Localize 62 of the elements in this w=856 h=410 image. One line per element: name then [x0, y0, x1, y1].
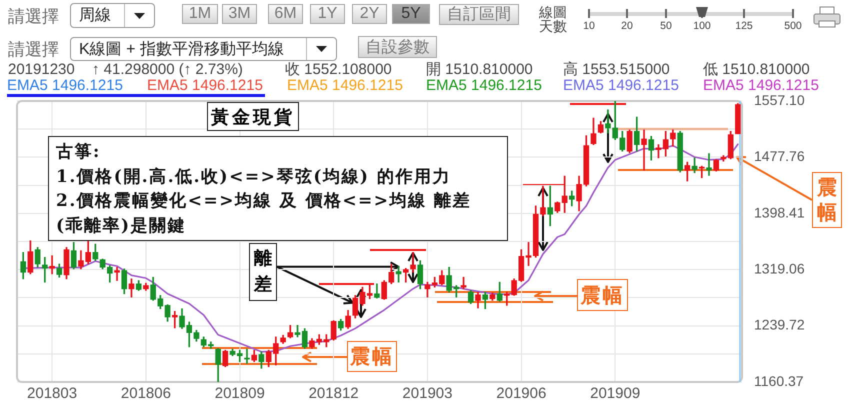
text: 20	[621, 20, 633, 32]
callout-frame: 震幅	[347, 341, 397, 372]
annotation: 離差	[254, 247, 272, 297]
text: 100	[693, 20, 711, 32]
button: 5Y	[392, 4, 430, 24]
y-tick-label: 1477.76	[754, 148, 805, 164]
y-tick-label: 1160.37	[754, 372, 804, 389]
text: EMA5 1496.1215	[147, 77, 263, 94]
y-tick-label: 1239.72	[754, 316, 805, 333]
text: 125	[735, 20, 753, 32]
x-tick-label: 201909	[590, 385, 640, 402]
x-tick-label: 201806	[120, 385, 171, 402]
candlestick	[49, 255, 55, 274]
x-tick-label: 201812	[308, 385, 359, 402]
text: EMA5 1496.1215	[426, 77, 542, 94]
text: EMA5 1496.1215	[703, 77, 819, 94]
y-tick-label: 1319.06	[754, 260, 805, 276]
text: 高 1553.515000	[563, 61, 670, 78]
x-tick-label: 201803	[27, 385, 78, 402]
text: EMA5 1496.1215	[287, 77, 403, 94]
text: 開 1510.810000	[426, 61, 533, 78]
candlestick	[114, 266, 120, 281]
callout-frame: 離差	[249, 243, 277, 301]
text: 線圖天數	[539, 4, 567, 34]
text: 50	[660, 20, 672, 32]
button: 自訂區間	[439, 4, 519, 25]
text: EMA5 1496.1215	[563, 77, 679, 94]
button: 3M	[222, 4, 257, 24]
button: 2Y	[352, 4, 387, 24]
annotation: (乖離率)是關鍵	[56, 214, 188, 238]
button: 自設參數	[358, 36, 437, 58]
text: 請選擇	[8, 7, 59, 26]
text: 收 1552.108000	[285, 61, 392, 78]
annotation: 2.價格震幅變化<=>均線 及 價格<=>均線 離差	[56, 190, 472, 213]
title-frame: 黃金現貨	[207, 102, 299, 131]
text: 請選擇	[8, 40, 59, 59]
button: 6M	[268, 4, 303, 24]
callout-frame: 震幅	[812, 172, 842, 228]
callout-frame: 震幅	[577, 279, 628, 311]
text: 低 1510.810000	[703, 61, 810, 78]
button: 1M	[182, 4, 218, 24]
text: 10	[583, 20, 595, 32]
annotation: 1.價格(開.高.低.收)<=>琴弦(均線) 的作用力	[56, 166, 452, 188]
text: ↑ 41.298000 (↑ 2.73%)	[92, 61, 243, 78]
y-tick-label: 1557.10	[754, 92, 805, 108]
y-tick-label: 1398.41	[754, 204, 805, 220]
candlestick	[706, 153, 712, 176]
candlestick	[641, 129, 647, 170]
candlestick	[244, 348, 250, 364]
dropdown: 周線	[70, 3, 155, 28]
text: 500	[784, 20, 802, 32]
annotation: 震幅	[817, 175, 837, 225]
candlestick	[396, 266, 402, 283]
annotation: 古箏:	[56, 141, 102, 164]
x-tick-label: 201906	[496, 385, 546, 402]
text: EMA5 1496.1215	[7, 77, 123, 94]
text: 20191230	[8, 61, 75, 78]
button: 1Y	[310, 4, 345, 24]
x-tick-label: 201809	[214, 385, 265, 402]
x-tick-label: 201903	[402, 385, 452, 402]
candlestick	[460, 276, 466, 290]
dropdown: K線圖 + 指數平滑移動平均線	[70, 37, 337, 61]
